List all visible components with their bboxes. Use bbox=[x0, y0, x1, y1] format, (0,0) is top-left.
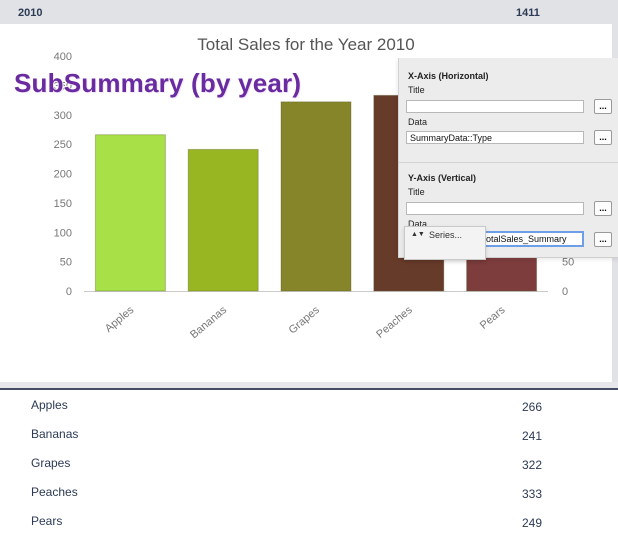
y-axis-data-label: Data bbox=[408, 219, 428, 229]
list-item[interactable]: Pears 249 bbox=[0, 506, 618, 535]
bar-bananas bbox=[187, 148, 259, 292]
list-item-value: 322 bbox=[522, 458, 543, 472]
x-tick-label: Apples bbox=[103, 304, 137, 335]
bar-apples bbox=[94, 134, 166, 292]
y-right-tick-label: 0 bbox=[562, 286, 568, 298]
list-item[interactable]: Bananas 241 bbox=[0, 419, 618, 448]
section-divider bbox=[399, 162, 618, 163]
y-tick-label: 150 bbox=[54, 198, 72, 210]
list-item-name: Bananas bbox=[31, 427, 79, 441]
y-axis-section-title: Y-Axis (Vertical) bbox=[408, 173, 477, 183]
list-item-name: Peaches bbox=[31, 485, 78, 499]
x-tick-label: Pears bbox=[478, 304, 508, 332]
x-tick-label: Bananas bbox=[188, 304, 229, 341]
y-tick-label: 350 bbox=[54, 80, 72, 92]
popup-item-series[interactable]: Series... bbox=[429, 230, 463, 240]
list-item[interactable]: Peaches 333 bbox=[0, 477, 618, 506]
list-item-value: 266 bbox=[522, 400, 543, 414]
chart-title: Total Sales for the Year 2010 bbox=[197, 35, 414, 54]
y-axis-title-field[interactable] bbox=[406, 202, 584, 215]
y-tick-label: 300 bbox=[54, 110, 72, 122]
y-tick-label: 250 bbox=[54, 139, 72, 151]
x-tick-label: Grapes bbox=[287, 304, 323, 337]
list-item-value: 333 bbox=[522, 487, 543, 501]
y-axis-title-specify-button[interactable]: ... bbox=[594, 201, 612, 216]
x-axis-data-field[interactable]: SummaryData::Type bbox=[406, 131, 584, 144]
summary-header-bar: 2010 1411 bbox=[0, 0, 618, 25]
list-item[interactable]: Apples 266 bbox=[0, 390, 618, 419]
year-label: 2010 bbox=[18, 7, 43, 19]
y-tick-label: 400 bbox=[54, 51, 72, 63]
list-item-value: 249 bbox=[522, 516, 543, 530]
subsummary-overlay-title: SubSummary (by year) bbox=[14, 68, 302, 98]
y-tick-label: 50 bbox=[60, 257, 72, 269]
part-boundary-line bbox=[0, 388, 618, 390]
x-axis-title-label: Title bbox=[408, 85, 425, 95]
y-axis-data-value: otalSales_Summary bbox=[486, 234, 567, 244]
x-axis-data-label: Data bbox=[408, 117, 428, 127]
popup-updown-arrow-icon: ▲▼ bbox=[411, 231, 425, 238]
x-axis-title-specify-button[interactable]: ... bbox=[594, 99, 612, 114]
list-item-value: 241 bbox=[522, 429, 543, 443]
list-item[interactable]: Grapes 322 bbox=[0, 448, 618, 477]
bar-grapes bbox=[280, 101, 352, 292]
y-right-tick-label: 50 bbox=[562, 257, 574, 269]
list-item-name: Grapes bbox=[31, 456, 71, 470]
layout-part-divider bbox=[0, 382, 618, 388]
data-source-popup-menu[interactable]: ▲▼ Series... bbox=[404, 226, 486, 260]
list-item-name: Pears bbox=[31, 514, 63, 528]
y-axis-title-label: Title bbox=[408, 187, 425, 197]
record-count: 1411 bbox=[516, 7, 540, 19]
y-axis-data-specify-button[interactable]: ... bbox=[594, 232, 612, 247]
x-axis-title-field[interactable] bbox=[406, 100, 584, 113]
x-axis-section-title: X-Axis (Horizontal) bbox=[408, 71, 489, 81]
x-axis-data-specify-button[interactable]: ... bbox=[594, 130, 612, 145]
y-tick-label: 0 bbox=[66, 286, 72, 298]
y-tick-label: 200 bbox=[54, 169, 72, 181]
y-tick-label: 100 bbox=[54, 227, 72, 239]
x-tick-label: Peaches bbox=[374, 304, 415, 341]
list-item-name: Apples bbox=[31, 398, 68, 412]
